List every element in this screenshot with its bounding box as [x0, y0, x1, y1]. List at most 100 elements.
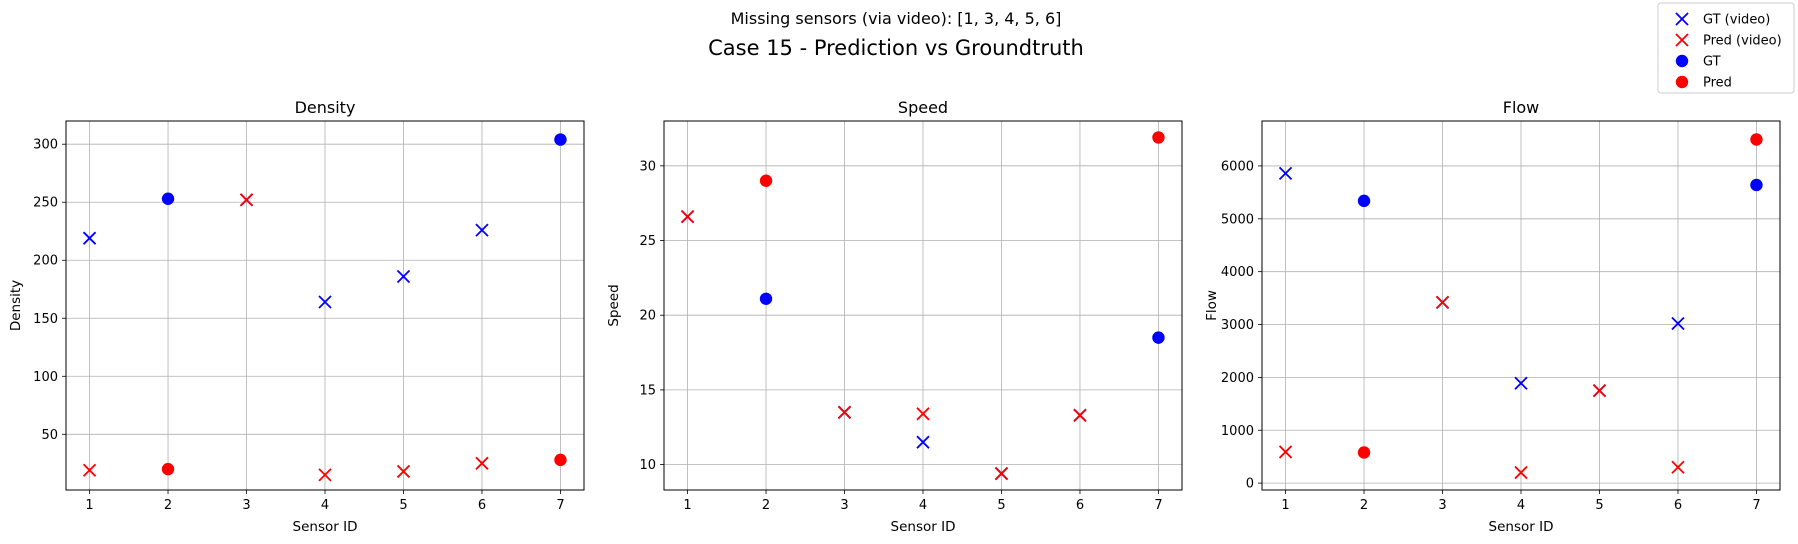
- panel-density-pred-video--point: [475, 456, 489, 470]
- panel-speed-xtick-label: 7: [1154, 498, 1162, 513]
- panel-flow-pred-video--point: [1435, 295, 1450, 309]
- panel-density-ytick-label: 150: [33, 312, 58, 327]
- panel-flow-gt-video--point-stroke-b: [1278, 166, 1293, 180]
- panel-flow-pred-video--point: [1671, 460, 1685, 474]
- panel-density-gt-video--point: [475, 223, 489, 237]
- panel-density-ytick-label: 250: [33, 196, 58, 211]
- panel-flow-xlabel: Sensor ID: [1489, 519, 1554, 535]
- panel-density-ylabel: Density: [8, 280, 24, 331]
- legend-entry-pred: Pred: [1675, 76, 1732, 91]
- panel-speed-ylabel: Speed: [606, 284, 622, 326]
- panel-density-pred-video--point: [396, 464, 411, 479]
- panel-density-gt-video--point-stroke-b: [318, 295, 332, 309]
- panel-flow-gt-point: [1357, 194, 1371, 208]
- panel-flow-pred-point: [1750, 133, 1763, 146]
- panel-density-gt-video--point: [82, 231, 97, 245]
- panel-speed-pred-point: [759, 174, 773, 187]
- panel-flow-xtick-label: 3: [1438, 498, 1446, 513]
- legend-entry-gt-video-label: GT (video): [1703, 13, 1770, 28]
- panel-speed-ytick-label: 25: [639, 234, 656, 249]
- panel-flow-xtick-label: 6: [1674, 498, 1682, 513]
- panel-speed-ytick-label: 15: [639, 383, 656, 398]
- panel-speed-axes-frame: [663, 120, 1183, 491]
- panel-speed-pred-video--point: [680, 209, 695, 224]
- panel-flow-gt-video--point-stroke-b: [1671, 316, 1685, 331]
- panel-density-gt-video--point: [318, 295, 332, 309]
- panel-density: 1 2 3 4 5 6 7 50 100 150 200 250 300 Density Sensor ID…: [8, 98, 585, 535]
- panel-flow-gt-point: [1750, 178, 1763, 192]
- legend-entry-pred-video-label: Pred (video): [1703, 34, 1782, 49]
- panel-density-gt-video--point-stroke-b: [475, 223, 489, 237]
- panel-density-ytick-label: 50: [41, 428, 58, 443]
- panel-flow-xtick-label: 1: [1281, 498, 1289, 513]
- panel-density-xtick-label: 2: [164, 498, 172, 513]
- panel-density-pred-video--point-stroke-b: [239, 193, 254, 207]
- panel-speed-xtick-label: 5: [997, 498, 1005, 513]
- panel-flow-pred-video--point-stroke-b: [1592, 383, 1607, 398]
- panel-density-pred-video--point-stroke-b: [396, 464, 411, 479]
- panel-flow-gt-video--point-stroke-b: [1514, 376, 1528, 390]
- panel-density-ytick-label: 300: [33, 138, 58, 153]
- panel-flow-pred-video--point-stroke-b: [1514, 465, 1528, 480]
- panel-density-pred-video--point: [239, 193, 254, 207]
- panel-speed-xtick-label: 1: [683, 498, 691, 513]
- panel-density-pred-video--point-stroke-b: [82, 463, 97, 477]
- panel-flow-pred-video--point: [1278, 445, 1293, 459]
- panel-flow-gt-video--point: [1278, 166, 1293, 180]
- panel-density-xtick-label: 3: [242, 498, 250, 513]
- panel-density-pred-point: [161, 462, 175, 476]
- panel-speed-pred-video--point: [916, 407, 930, 421]
- panel-speed-gt-video--point-stroke-b: [916, 435, 930, 449]
- panel-density-pred-point: [554, 453, 567, 467]
- panel-density-gt-point: [554, 133, 567, 146]
- panel-flow-ytick-label: 0: [1246, 477, 1254, 492]
- panel-density-gt-video--point: [396, 269, 411, 284]
- panel-speed-pred-video--point-stroke-b: [916, 407, 930, 421]
- panel-speed-pred-video--point: [1073, 408, 1087, 422]
- panel-density-gt-video--point-stroke-b: [82, 231, 97, 245]
- legend-entry-gt-marker: [1675, 54, 1689, 68]
- panel-density-pred-video--point-stroke-b: [318, 468, 332, 482]
- panel-flow-ylabel: Flow: [1204, 290, 1220, 321]
- panel-speed-ytick-label: 30: [639, 159, 656, 174]
- figure-suptitle: Missing sensors (via video): [1, 3, 4, 5…: [731, 9, 1062, 28]
- legend-entry-pred-video-marker: [1675, 33, 1689, 47]
- panel-flow-xtick-label: 4: [1517, 498, 1525, 513]
- panel-speed-pred-video--point: [994, 466, 1009, 481]
- panel-speed-gt-video--point: [916, 435, 930, 449]
- panel-flow-pred-video--point-stroke-b: [1278, 445, 1293, 459]
- legend-entry-gt-video: GT (video): [1675, 12, 1770, 28]
- panel-speed-pred-point: [1152, 131, 1165, 144]
- panel-speed-gt-point: [1152, 331, 1165, 344]
- legend-entry-pred-label: Pred: [1703, 76, 1732, 91]
- panel-speed-title: Speed: [898, 98, 948, 117]
- panel-flow-pred-video--point-stroke-b: [1671, 460, 1685, 474]
- legend-entry-gt-video-marker: [1675, 12, 1689, 26]
- panel-density-pred-video--point: [82, 463, 97, 477]
- panel-density-xtick-label: 4: [321, 498, 329, 513]
- panel-flow-xtick-label: 7: [1752, 498, 1760, 513]
- panel-speed-xtick-label: 3: [840, 498, 848, 513]
- panel-flow-pred-video--point-stroke-b: [1435, 295, 1450, 309]
- panel-flow-pred-video--point: [1514, 465, 1528, 480]
- panel-density-xtick-label: 7: [556, 498, 564, 513]
- panel-speed-pred-video--point-stroke-b: [680, 209, 695, 224]
- panel-density-xtick-label: 6: [478, 498, 486, 513]
- panel-flow-ytick-label: 2000: [1221, 371, 1254, 386]
- panel-speed: 1 2 3 4 5 6 7 10 15 20 25 30 Speed Sensor ID Speed: [606, 98, 1183, 535]
- legend-entry-pred-video-marker-stroke-b: [1675, 33, 1689, 47]
- panel-flow-gt-video--point: [1514, 376, 1528, 390]
- panel-density-axes-frame: [65, 120, 585, 491]
- panel-speed-xtick-label: 6: [1076, 498, 1084, 513]
- panel-flow-xtick-label: 5: [1595, 498, 1603, 513]
- panel-density-xtick-label: 1: [85, 498, 93, 513]
- panel-speed-pred-video--point: [837, 405, 852, 419]
- panel-speed-xtick-label: 2: [762, 498, 770, 513]
- panel-density-pred-video--point-stroke-b: [475, 456, 489, 470]
- legend-frame: [1657, 2, 1795, 94]
- legend-entry-gt-video-marker-stroke-b: [1675, 12, 1689, 26]
- panel-flow-pred-point: [1357, 446, 1371, 459]
- panel-flow-ytick-label: 4000: [1221, 265, 1254, 280]
